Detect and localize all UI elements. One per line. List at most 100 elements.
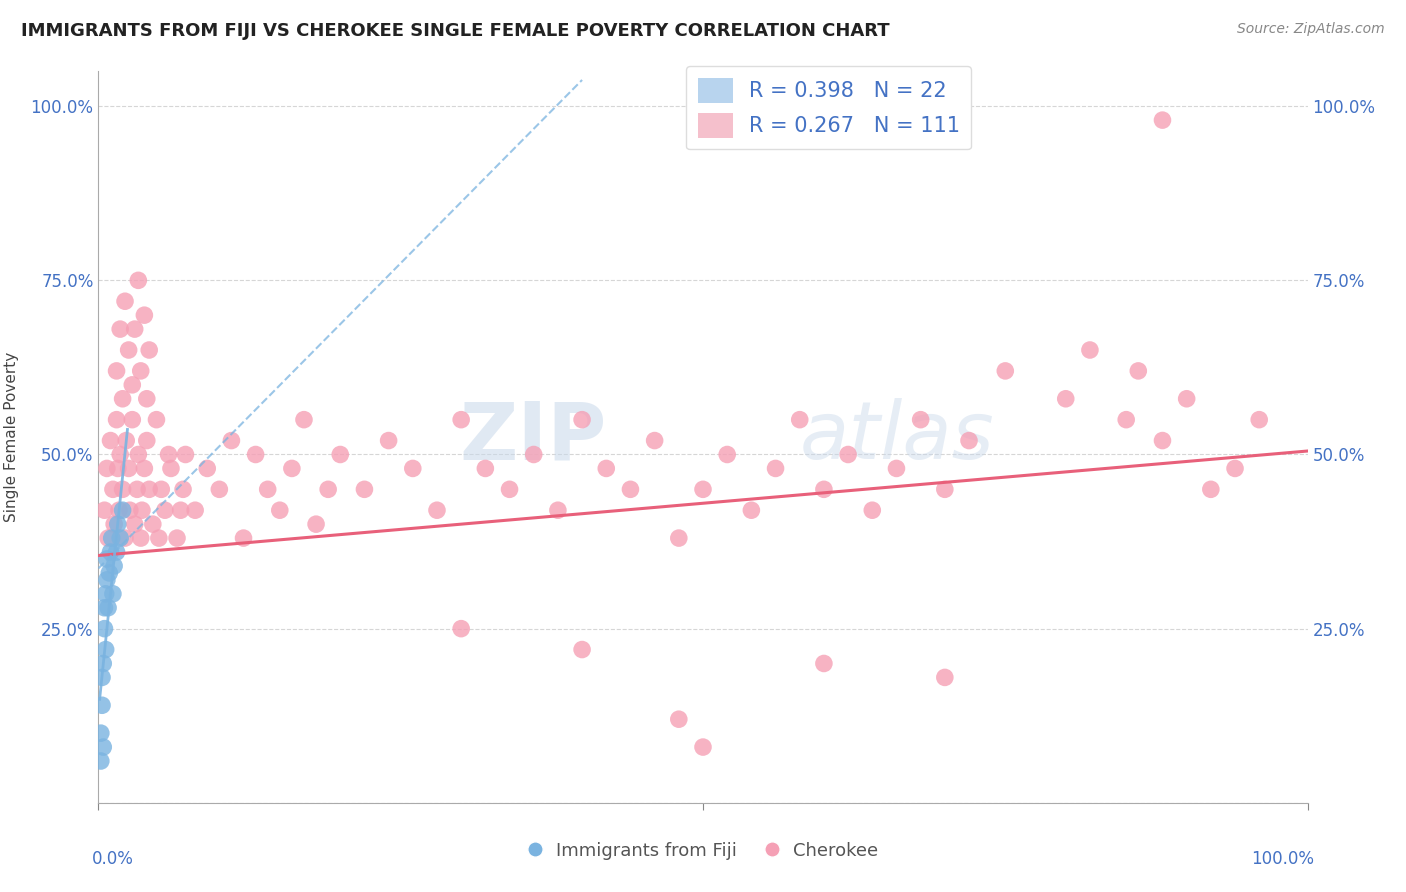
Point	[813, 483, 835, 497]
Point	[692, 740, 714, 755]
Point	[523, 448, 546, 462]
Point	[129, 364, 152, 378]
Point	[105, 545, 128, 559]
Point	[571, 642, 593, 657]
Point	[474, 461, 496, 475]
Point	[101, 483, 124, 497]
Point	[353, 483, 375, 497]
Point	[138, 483, 160, 497]
Point	[96, 573, 118, 587]
Point	[934, 483, 956, 497]
Point	[138, 343, 160, 357]
Point	[957, 434, 980, 448]
Text: ZIP: ZIP	[458, 398, 606, 476]
Point	[100, 434, 122, 448]
Point	[127, 448, 149, 462]
Point	[93, 622, 115, 636]
Text: atlas: atlas	[800, 398, 994, 476]
Point	[97, 531, 120, 545]
Point	[860, 503, 883, 517]
Point	[157, 448, 180, 462]
Point	[1249, 412, 1271, 426]
Point	[571, 412, 593, 426]
Point	[1152, 434, 1174, 448]
Point	[269, 503, 291, 517]
Point	[103, 517, 125, 532]
Point	[498, 483, 520, 497]
Point	[135, 392, 157, 406]
Point	[107, 517, 129, 532]
Point	[142, 517, 165, 532]
Point	[1223, 461, 1246, 475]
Point	[292, 412, 315, 426]
Point	[934, 670, 956, 684]
Point	[184, 503, 207, 517]
Point	[105, 364, 128, 378]
Point	[1115, 412, 1137, 426]
Point	[118, 461, 141, 475]
Point	[377, 434, 399, 448]
Point	[93, 600, 115, 615]
Point	[644, 434, 666, 448]
Point	[1199, 483, 1222, 497]
Point	[96, 552, 118, 566]
Point	[221, 434, 243, 448]
Point	[886, 461, 908, 475]
Point	[316, 483, 339, 497]
Point	[101, 587, 124, 601]
Point	[174, 448, 197, 462]
Point	[91, 657, 114, 671]
Point	[402, 461, 425, 475]
Point	[910, 412, 932, 426]
Point	[114, 294, 136, 309]
Point	[668, 712, 690, 726]
Point	[195, 461, 218, 475]
Point	[91, 670, 114, 684]
Point	[118, 343, 141, 357]
Point	[208, 483, 231, 497]
Point	[121, 377, 143, 392]
Point	[121, 412, 143, 426]
Point	[108, 503, 131, 517]
Point	[134, 308, 156, 322]
Point	[100, 531, 122, 545]
Point	[105, 412, 128, 426]
Point	[97, 600, 120, 615]
Point	[107, 461, 129, 475]
Point	[232, 531, 254, 545]
Point	[135, 434, 157, 448]
Point	[93, 503, 115, 517]
Point	[127, 483, 149, 497]
Point	[547, 503, 569, 517]
Point	[172, 483, 194, 497]
Point	[740, 503, 762, 517]
Point	[789, 412, 811, 426]
Point	[765, 461, 787, 475]
Point	[153, 503, 176, 517]
Point	[245, 448, 267, 462]
Point	[100, 545, 122, 559]
Point	[91, 740, 114, 755]
Point	[994, 364, 1017, 378]
Point	[1078, 343, 1101, 357]
Text: 0.0%: 0.0%	[93, 850, 134, 868]
Point	[129, 531, 152, 545]
Legend: Immigrants from Fiji, Cherokee: Immigrants from Fiji, Cherokee	[520, 835, 886, 867]
Point	[131, 503, 153, 517]
Point	[837, 448, 859, 462]
Point	[124, 322, 146, 336]
Point	[111, 392, 134, 406]
Point	[98, 566, 121, 580]
Point	[450, 412, 472, 426]
Point	[114, 531, 136, 545]
Text: 100.0%: 100.0%	[1250, 850, 1313, 868]
Point	[94, 587, 117, 601]
Point	[281, 461, 304, 475]
Point	[134, 461, 156, 475]
Point	[692, 483, 714, 497]
Y-axis label: Single Female Poverty: Single Female Poverty	[4, 352, 20, 522]
Point	[619, 483, 641, 497]
Point	[450, 622, 472, 636]
Point	[96, 461, 118, 475]
Point	[166, 531, 188, 545]
